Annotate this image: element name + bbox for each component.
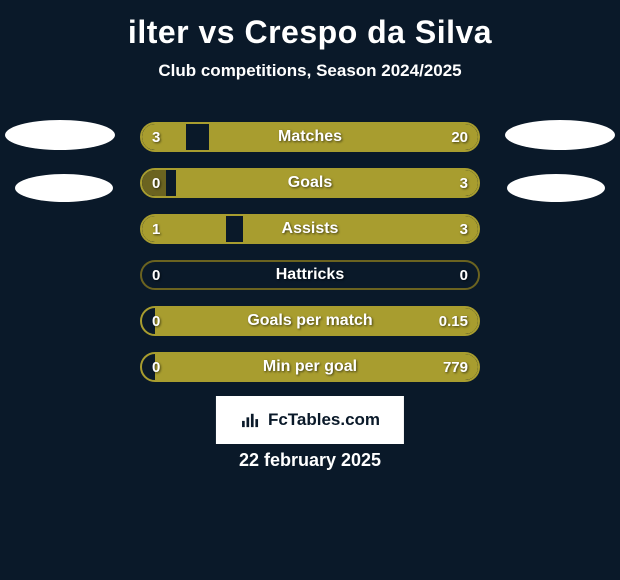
stat-bar-hattricks: 00Hattricks <box>140 260 480 290</box>
team-logo-right-2 <box>507 174 605 202</box>
team-logo-left-1 <box>5 120 115 150</box>
source-label: FcTables.com <box>268 410 380 430</box>
bar-label: Min per goal <box>142 354 478 380</box>
stat-bar-goals-per-match: 00.15Goals per match <box>140 306 480 336</box>
chart-icon <box>240 412 262 428</box>
subtitle: Club competitions, Season 2024/2025 <box>0 61 620 81</box>
comparison-bars: 320Matches 03Goals 13Assists 00Hattricks 00.… <box>140 122 480 398</box>
bar-label: Goals <box>142 170 478 196</box>
date-label: 22 february 2025 <box>0 450 620 471</box>
stat-bar-matches: 320Matches <box>140 122 480 152</box>
page-title: ilter vs Crespo da Silva <box>0 0 620 51</box>
team-logo-left-2 <box>15 174 113 202</box>
bar-label: Assists <box>142 216 478 242</box>
stat-bar-min-per-goal: 0779Min per goal <box>140 352 480 382</box>
bar-label: Hattricks <box>142 262 478 288</box>
stat-bar-assists: 13Assists <box>140 214 480 244</box>
source-badge: FcTables.com <box>216 396 404 444</box>
bar-label: Matches <box>142 124 478 150</box>
bar-label: Goals per match <box>142 308 478 334</box>
team-logo-right-1 <box>505 120 615 150</box>
stat-bar-goals: 03Goals <box>140 168 480 198</box>
